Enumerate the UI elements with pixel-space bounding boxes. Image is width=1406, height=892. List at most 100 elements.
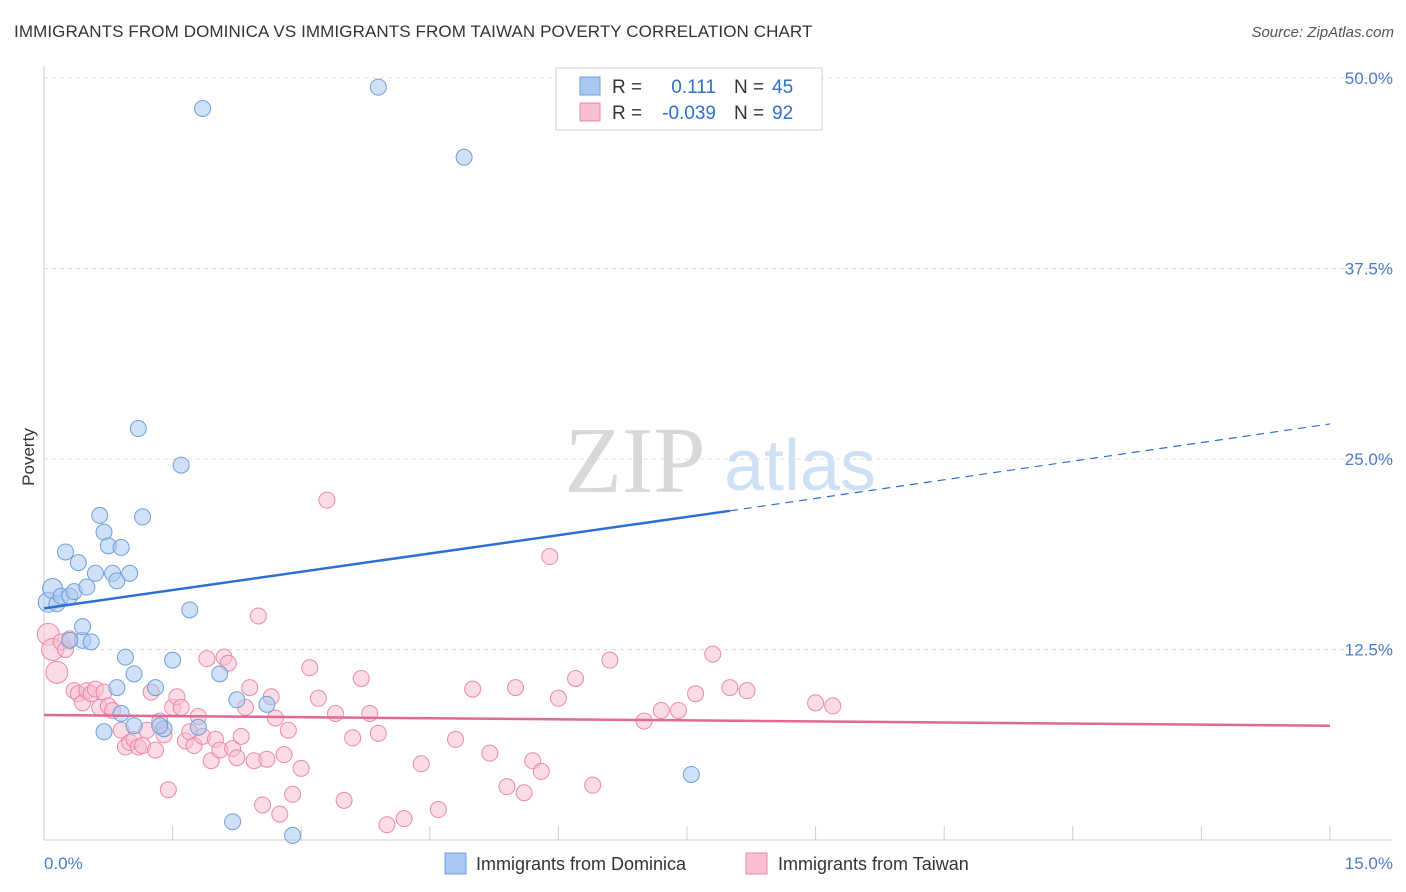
gridlines — [44, 77, 1392, 650]
point-taiwan — [652, 701, 670, 719]
point-dominica — [78, 578, 96, 596]
point-dominica — [108, 572, 126, 590]
bottom-legend-swatch-blue — [444, 852, 467, 875]
chart-title: IMMIGRANTS FROM DOMINICA VS IMMIGRANTS F… — [14, 22, 813, 41]
point-dominica — [82, 633, 100, 651]
point-taiwan — [567, 669, 585, 687]
point-taiwan — [395, 810, 413, 828]
point-taiwan — [254, 796, 272, 814]
series-dominica-points — [37, 78, 700, 844]
point-taiwan — [498, 778, 516, 796]
point-taiwan — [172, 698, 190, 716]
trend-lines — [43, 423, 1331, 727]
point-dominica — [369, 78, 387, 96]
point-dominica — [125, 665, 143, 683]
legend-r-value-2: -0.039 — [662, 103, 716, 124]
point-taiwan — [279, 721, 297, 739]
point-taiwan — [549, 689, 567, 707]
watermark-atlas: atlas — [724, 426, 876, 506]
point-taiwan — [352, 669, 370, 687]
point-dominica — [228, 691, 246, 709]
point-taiwan — [284, 785, 302, 803]
point-dominica — [112, 705, 130, 723]
point-dominica — [121, 564, 139, 582]
point-taiwan — [318, 491, 336, 509]
point-dominica — [95, 723, 113, 741]
point-taiwan — [532, 762, 550, 780]
point-taiwan — [232, 727, 250, 745]
chart-source: Source: ZipAtlas.com — [1251, 24, 1394, 41]
point-dominica — [56, 543, 74, 561]
point-dominica — [455, 148, 473, 166]
point-taiwan — [309, 689, 327, 707]
axes — [43, 66, 1392, 841]
trend-line-dominica — [43, 509, 731, 610]
point-dominica — [284, 826, 302, 844]
point-taiwan — [481, 744, 499, 762]
point-dominica — [125, 717, 143, 735]
trend-line-taiwan — [43, 713, 1331, 727]
point-taiwan — [515, 784, 533, 802]
point-dominica — [151, 717, 169, 735]
point-taiwan — [721, 679, 739, 697]
x-tick-label-max: 15.0% — [1345, 854, 1393, 873]
point-taiwan — [824, 697, 842, 715]
point-taiwan — [275, 746, 293, 764]
point-taiwan — [369, 724, 387, 742]
point-taiwan — [507, 679, 525, 697]
point-taiwan — [258, 750, 276, 768]
point-taiwan — [738, 682, 756, 700]
point-taiwan — [335, 791, 353, 809]
legend-n-value-1: 45 — [772, 77, 793, 98]
point-taiwan — [292, 759, 310, 777]
point-taiwan — [344, 729, 362, 747]
legend-r-label-2: R = — [612, 103, 642, 124]
point-taiwan — [429, 801, 447, 819]
point-taiwan — [249, 607, 267, 625]
point-taiwan — [807, 694, 825, 712]
point-dominica — [211, 665, 229, 683]
point-dominica — [189, 718, 207, 736]
point-taiwan — [669, 701, 687, 719]
point-dominica — [164, 651, 182, 669]
point-dominica — [224, 813, 242, 831]
point-dominica — [86, 564, 104, 582]
legend-swatch-blue — [579, 76, 601, 96]
series-taiwan-points — [36, 491, 842, 834]
point-dominica — [116, 648, 134, 666]
point-dominica — [91, 506, 109, 524]
point-taiwan — [361, 705, 379, 723]
point-dominica — [194, 99, 212, 117]
point-taiwan — [241, 679, 259, 697]
point-taiwan — [159, 781, 177, 799]
point-dominica — [682, 765, 700, 783]
point-taiwan — [464, 680, 482, 698]
point-taiwan — [228, 749, 246, 767]
point-dominica — [172, 456, 190, 474]
watermark: ZIP atlas — [565, 409, 877, 513]
point-taiwan — [584, 776, 602, 794]
point-taiwan — [541, 548, 559, 566]
point-taiwan — [301, 659, 319, 677]
legend-n-label-1: N = — [734, 77, 764, 98]
point-dominica — [134, 508, 152, 526]
point-taiwan — [198, 650, 216, 668]
point-dominica — [61, 631, 79, 649]
bottom-legend: Immigrants from Dominica Immigrants from… — [444, 852, 969, 875]
point-dominica — [74, 618, 92, 636]
y-tick-label: 37.5% — [1345, 260, 1393, 279]
legend-n-value-2: 92 — [772, 103, 793, 124]
point-taiwan — [447, 730, 465, 748]
point-taiwan — [601, 651, 619, 669]
point-taiwan — [45, 660, 69, 684]
watermark-zip: ZIP — [565, 409, 706, 513]
point-dominica — [129, 420, 147, 438]
point-taiwan — [704, 645, 722, 663]
legend-box: R = 0.111 N = 45 R = -0.039 N = 92 — [555, 67, 823, 131]
legend-r-label-1: R = — [612, 77, 642, 98]
point-dominica — [108, 679, 126, 697]
bottom-legend-label-dominica: Immigrants from Dominica — [476, 854, 687, 874]
point-taiwan — [146, 741, 164, 759]
point-dominica — [146, 679, 164, 697]
legend-swatch-pink — [579, 102, 601, 122]
